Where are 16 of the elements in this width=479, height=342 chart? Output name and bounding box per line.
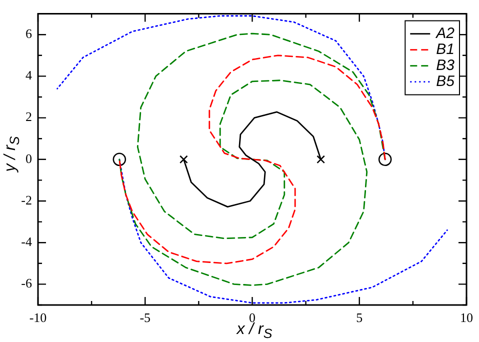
x-axis-title: x / r$_{S}$ bbox=[236, 321, 272, 342]
y-tick-label: 6 bbox=[26, 26, 32, 42]
legend-label: B1 bbox=[436, 40, 455, 58]
y-tick-label: 4 bbox=[26, 68, 32, 83]
y-tick-label: 0 bbox=[26, 150, 32, 166]
x-tick-label: 10 bbox=[460, 310, 473, 326]
y-tick-label: -6 bbox=[21, 276, 32, 291]
x-tick-label: -5 bbox=[140, 310, 151, 326]
x-tick-label: 5 bbox=[356, 310, 363, 326]
x-tick-label: -10 bbox=[29, 310, 47, 326]
legend-label: A2 bbox=[435, 24, 456, 42]
y-tick-label: 2 bbox=[26, 109, 32, 124]
y-tick-label: -2 bbox=[21, 192, 32, 208]
legend-label: B3 bbox=[436, 56, 456, 74]
y-tick-label: -4 bbox=[21, 234, 32, 250]
legend-label: B5 bbox=[436, 72, 456, 90]
